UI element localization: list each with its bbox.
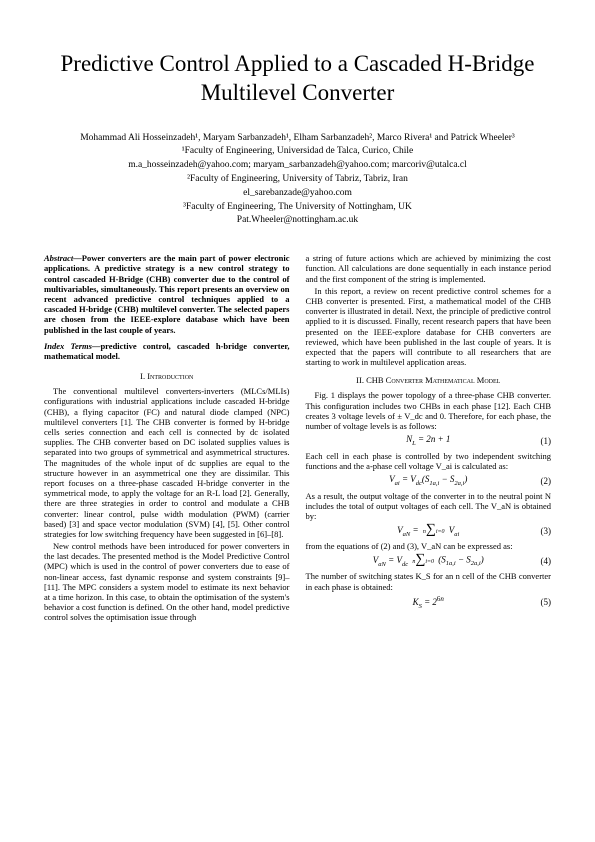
equation-1: NL = 2n + 1 (1) xyxy=(306,434,552,448)
emails-1: m.a_hosseinzadeh@yahoo.com; maryam_sarba… xyxy=(44,159,551,172)
eq-num-2: (2) xyxy=(541,476,552,487)
col2-paragraph-2: In this report, a review on recent predi… xyxy=(306,286,552,368)
section-1-heading: I. Introduction xyxy=(44,371,290,381)
col2-paragraph-1: a string of future actions which are ach… xyxy=(306,253,552,284)
sec2-paragraph-5: The number of switching states K_S for a… xyxy=(306,571,552,591)
eq-num-1: (1) xyxy=(541,436,552,447)
intro-paragraph-1: The conventional multilevel converters-i… xyxy=(44,386,290,539)
affiliation-3: ³Faculty of Engineering, The University … xyxy=(44,201,551,214)
emails-2: el_sarebanzade@yahoo.com xyxy=(44,187,551,200)
right-column: a string of future actions which are ach… xyxy=(306,253,552,624)
abstract: Abstract—Power converters are the main p… xyxy=(44,253,290,335)
equation-4: VaN = Vdc n∑i=0 (S1a,i − S2a,i) (4) xyxy=(306,554,552,568)
sec2-paragraph-1: Fig. 1 displays the power topology of a … xyxy=(306,390,552,431)
intro-paragraph-2: New control methods have been introduced… xyxy=(44,541,290,623)
eq-num-4: (4) xyxy=(541,556,552,567)
eq-num-5: (5) xyxy=(541,597,552,608)
left-column: Abstract—Power converters are the main p… xyxy=(44,253,290,624)
affiliation-2: ²Faculty of Engineering, University of T… xyxy=(44,173,551,186)
authors-block: Mohammad Ali Hosseinzadeh¹, Maryam Sarba… xyxy=(44,132,551,228)
emails-3: Pat.Wheeler@nottingham.ac.uk xyxy=(44,214,551,227)
eq-num-3: (3) xyxy=(541,526,552,537)
equation-3: VaN = n∑i=0 Vai (3) xyxy=(306,524,552,538)
section-2-heading: II. CHB Converter Mathematical Model xyxy=(306,375,552,385)
abstract-label: Abstract— xyxy=(44,253,82,263)
sec2-paragraph-4: from the equations of (2) and (3), V_aN … xyxy=(306,541,552,551)
author-names: Mohammad Ali Hosseinzadeh¹, Maryam Sarba… xyxy=(44,132,551,145)
equation-2: Vai = Vdc(S1a,i − S2a,i) (2) xyxy=(306,474,552,488)
index-terms-label: Index Terms— xyxy=(44,341,100,351)
index-terms: Index Terms—predictive control, cascaded… xyxy=(44,341,290,361)
paper-title: Predictive Control Applied to a Cascaded… xyxy=(44,50,551,108)
equation-5: KS = 26n (5) xyxy=(306,595,552,611)
abstract-text: Power converters are the main part of po… xyxy=(44,253,290,334)
affiliation-1: ¹Faculty of Engineering, Universidad de … xyxy=(44,145,551,158)
sec2-paragraph-3: As a result, the output voltage of the c… xyxy=(306,491,552,522)
sec2-paragraph-2: Each cell in each phase is controlled by… xyxy=(306,451,552,471)
